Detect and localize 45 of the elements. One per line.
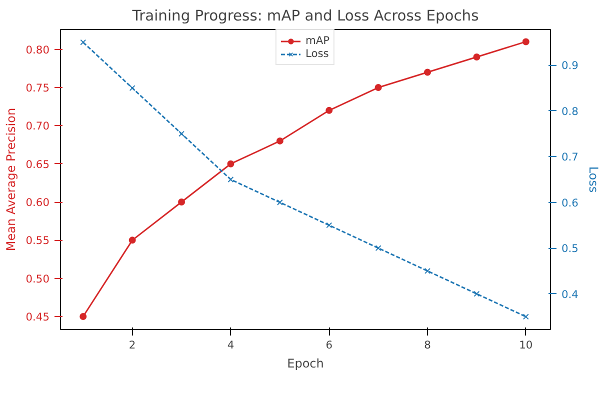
point — [522, 314, 529, 320]
y-tick-label: 0.45 — [26, 310, 50, 324]
y-tick-label: 0.80 — [26, 43, 50, 56]
y2-axis-title: Loss — [586, 166, 600, 193]
point — [128, 236, 136, 244]
point — [228, 176, 234, 182]
y2-tick-label: 0.6 — [562, 196, 579, 210]
y2-tick-label: 0.8 — [562, 104, 579, 118]
y-tick-label: 0.75 — [26, 82, 50, 95]
y2-tick-label: 0.7 — [562, 150, 578, 164]
x-axis-title: Epoch — [287, 356, 324, 370]
point — [522, 38, 530, 46]
point — [375, 245, 382, 252]
y-tick-label: 0.70 — [26, 120, 50, 133]
legend-label: Loss — [305, 47, 329, 60]
point — [80, 313, 87, 320]
point — [80, 39, 86, 46]
y-tick-label: 0.55 — [26, 234, 50, 248]
x-tick-label: 2 — [128, 338, 136, 352]
point — [326, 222, 332, 228]
y2-tick-label: 0.5 — [562, 242, 578, 256]
point — [227, 160, 234, 168]
x-tick-label: 4 — [227, 338, 234, 352]
x-tick-label: 8 — [424, 338, 432, 352]
point — [326, 106, 333, 114]
y2-tick-label: 0.4 — [562, 288, 579, 301]
point — [276, 137, 284, 144]
chart-title: Training Progress: mAP and Loss Across Epochs — [131, 8, 479, 24]
x-tick-label: 6 — [326, 338, 333, 352]
y2-tick-label: 0.9 — [562, 59, 579, 72]
point — [424, 68, 432, 76]
point — [178, 130, 184, 137]
legend-label: mAP — [305, 34, 330, 47]
point — [474, 290, 480, 297]
y-tick-label: 0.60 — [26, 196, 50, 210]
y-axis-title: Mean Average Precision — [4, 108, 18, 252]
point — [129, 85, 136, 92]
point — [276, 199, 283, 206]
point — [424, 268, 430, 274]
x-tick-label: 10 — [519, 338, 533, 352]
point — [374, 84, 382, 92]
point — [473, 53, 480, 60]
y-tick-label: 0.65 — [26, 158, 50, 171]
y-tick-label: 0.50 — [26, 272, 50, 286]
point — [178, 198, 186, 206]
